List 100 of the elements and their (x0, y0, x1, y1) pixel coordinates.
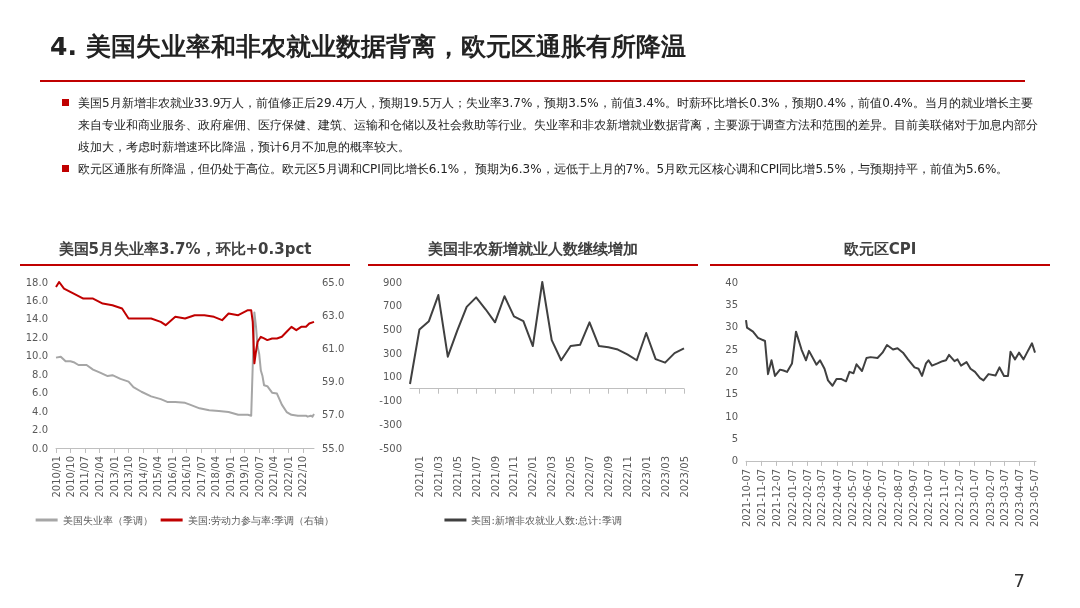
y-tick-label: 4.0 (32, 405, 48, 417)
y-tick-label: 10 (725, 410, 738, 422)
x-tick-label: 2021/04 (268, 456, 280, 498)
x-tick-label: 2021/11 (508, 456, 520, 498)
x-tick-label: 2022/01 (282, 456, 294, 498)
y-tick-label: 0 (731, 455, 738, 467)
y-tick-label: 500 (382, 323, 402, 335)
y-tick-label: 12.0 (25, 331, 48, 343)
chart-title: 美国5月失业率3.7%，环比+0.3pct (57, 240, 313, 259)
x-tick-label: 2013/01 (108, 456, 120, 498)
x-tick-label: 2023/05 (678, 456, 690, 498)
x-tick-label: 2022-01-07 (786, 468, 798, 528)
x-tick-label: 2021/07 (470, 456, 482, 498)
line-series (55, 281, 315, 365)
y-tick-label: 35 (725, 298, 738, 310)
x-tick-label: 2022-09-07 (908, 468, 919, 528)
x-tick-label: 2016/01 (166, 456, 178, 498)
y-tick-label: -500 (379, 442, 402, 454)
x-tick-label: 2012/04 (94, 456, 106, 498)
y-tick-label: 18.0 (25, 276, 48, 288)
y-tick-label: 700 (382, 300, 402, 312)
x-tick-label: 2023/03 (659, 456, 671, 498)
y2-tick-label: 61.0 (322, 342, 345, 354)
x-tick-label: 2021/03 (432, 456, 444, 498)
x-tick-label: 2019/01 (224, 456, 236, 498)
x-tick-label: 2017/07 (195, 456, 207, 498)
line-series (409, 281, 685, 385)
y-tick-label: 30 (725, 321, 738, 333)
y2-tick-label: 59.0 (322, 376, 345, 388)
y-tick-label: 5 (731, 433, 738, 445)
y-tick-label: 10.0 (25, 350, 48, 362)
y-tick-label: 16.0 (25, 294, 48, 306)
y-tick-label: -100 (379, 395, 402, 407)
text: 7 (1013, 570, 1025, 591)
x-tick-label: 2020/07 (253, 456, 265, 498)
y2-tick-label: 63.0 (322, 309, 345, 321)
x-tick-label: 2021-10-07 (740, 468, 752, 528)
x-tick-label: 2018/04 (210, 456, 222, 498)
x-tick-label: 2022/01 (527, 456, 539, 498)
x-tick-label: 2015/04 (152, 456, 164, 498)
x-tick-label: 2022-12-07 (953, 468, 965, 528)
text: 4. 美国失业率和非农就业数据背离，欧元区通胀有所降温 (50, 31, 686, 63)
x-tick-label: 2021/01 (413, 456, 425, 498)
legend-label: 美国:新增非农就业人数:总计:季调 (471, 514, 622, 526)
line-series (745, 319, 1036, 387)
x-tick-label: 2021-12-07 (771, 468, 782, 528)
x-tick-label: 2023-04-07 (1014, 468, 1025, 528)
chart-title: 美国非农新增就业人数继续增加 (427, 240, 639, 259)
chart-title: 欧元区CPI (842, 240, 918, 259)
y-tick-label: 900 (382, 276, 402, 288)
y2-tick-label: 65.0 (322, 276, 345, 288)
text: 美国5月新增非农就业33.9万人，前值修正后29.4万人，预期19.5万人；失业率3.7%，预期3.5%，前值3.4%。时薪环比增长0.3%，预期0.4%，前值0.4%。当月的就业增长主要来自专业和商业服务、政府雇佣、医疗保健、建筑、运输和仓储以及社会救助等行业。失业率和非农新增就业数据背离，主要源于调查方法和范围的差异。目前美联储对于加息内部分歧加大，考虑时薪增速环比降温，预计6月不加息的概率较大。 (78, 95, 1038, 156)
y-tick-label: 300 (382, 347, 402, 359)
x-tick-label: 2022-03-07 (816, 468, 827, 528)
x-tick-label: 2022/03 (546, 456, 558, 498)
x-tick-label: 2022/09 (602, 456, 614, 498)
y-tick-label: 0.0 (32, 442, 48, 454)
x-tick-label: 2022-05-07 (846, 468, 858, 528)
x-tick-label: 2022-04-07 (831, 468, 843, 528)
x-tick-label: 2022/10 (297, 456, 309, 498)
y-tick-label: 100 (382, 371, 402, 383)
y-tick-label: 25 (725, 343, 738, 355)
x-tick-label: 2023-05-07 (1029, 468, 1040, 528)
x-tick-label: 2023/01 (640, 456, 652, 498)
x-tick-label: 2023-03-07 (998, 468, 1010, 528)
y-tick-label: 14.0 (25, 313, 48, 325)
text: 欧元区通胀有所降温，但仍处于高位。欧元区5月调和CPI同比增长6.1%， 预期为6.3%，远低于上月的7%。5月欧元区核心调和CPI同比增5.5%，与预期持平，前值为5.6%。 (78, 161, 1010, 178)
x-tick-label: 2013/10 (123, 456, 135, 498)
x-tick-label: 2014/07 (137, 456, 149, 498)
y-tick-label: 15 (725, 388, 738, 400)
x-tick-label: 2022-06-07 (862, 468, 873, 528)
x-tick-label: 2016/10 (181, 456, 193, 498)
x-tick-label: 2021/09 (489, 456, 501, 498)
y-tick-label: -300 (379, 418, 402, 430)
x-tick-label: 2019/10 (239, 456, 251, 498)
y-tick-label: 40 (725, 276, 738, 288)
x-tick-label: 2021-11-07 (756, 468, 767, 528)
x-tick-label: 2023-02-07 (984, 468, 996, 528)
x-tick-label: 2021/05 (451, 456, 463, 498)
x-tick-label: 2022-11-07 (938, 468, 950, 528)
x-tick-label: 2023-01-07 (969, 468, 980, 528)
x-tick-label: 2022-10-07 (923, 468, 934, 528)
line-series (55, 311, 315, 418)
x-tick-label: 2010/01 (50, 456, 62, 498)
x-tick-label: 2022-07-07 (877, 468, 888, 528)
x-tick-label: 2011/07 (79, 456, 91, 498)
y-tick-label: 2.0 (32, 424, 48, 436)
x-tick-label: 2022/05 (565, 456, 577, 498)
y-tick-label: 20 (725, 365, 738, 377)
x-tick-label: 2022-08-07 (892, 468, 904, 528)
y-tick-label: 6.0 (32, 387, 48, 399)
x-tick-label: 2022-02-07 (802, 468, 813, 528)
x-tick-label: 2022/11 (621, 456, 633, 498)
x-tick-label: 2010/10 (64, 456, 76, 498)
x-tick-label: 2022/07 (584, 456, 596, 498)
y2-tick-label: 57.0 (322, 409, 345, 421)
legend-label: 美国:劳动力参与率:季调（右轴） (187, 514, 335, 526)
legend-label: 美国失业率（季调） (62, 514, 153, 526)
y2-tick-label: 55.0 (322, 442, 345, 454)
y-tick-label: 8.0 (32, 368, 48, 380)
